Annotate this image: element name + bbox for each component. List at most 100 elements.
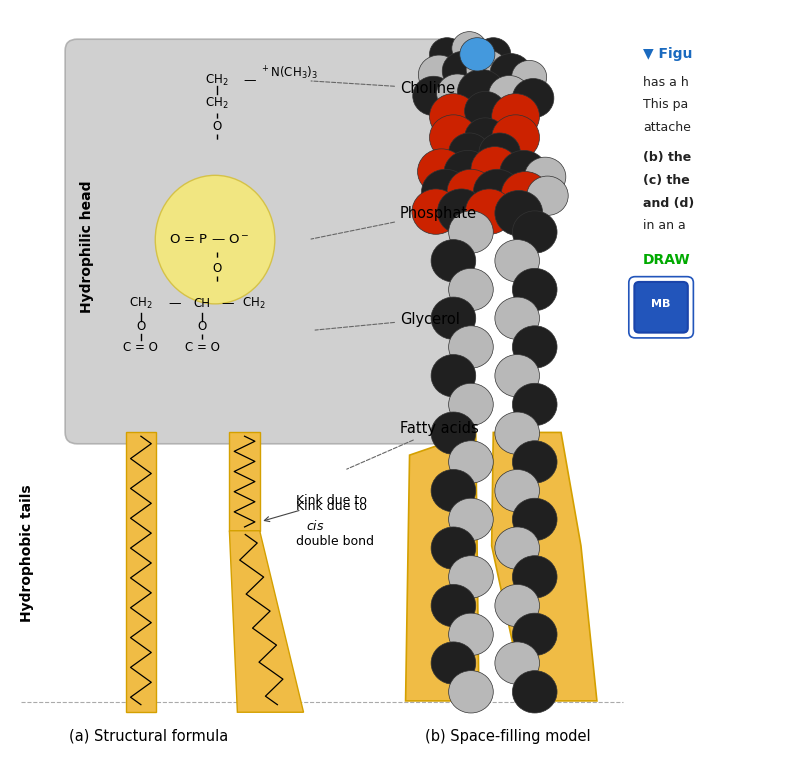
Circle shape [524, 157, 566, 197]
Text: O: O [212, 262, 222, 275]
Circle shape [438, 189, 486, 235]
Circle shape [460, 38, 495, 71]
Circle shape [449, 269, 494, 310]
Text: MB: MB [651, 299, 670, 309]
Circle shape [492, 93, 539, 139]
Text: CH$_2$: CH$_2$ [205, 73, 229, 88]
Text: O: O [198, 320, 207, 333]
Circle shape [513, 498, 557, 540]
Text: (c) the: (c) the [643, 174, 690, 187]
Circle shape [476, 38, 511, 71]
Circle shape [449, 211, 494, 254]
Circle shape [466, 189, 514, 235]
Circle shape [500, 150, 547, 196]
Circle shape [449, 383, 494, 426]
Circle shape [449, 498, 494, 540]
Text: —: — [222, 298, 234, 310]
Circle shape [495, 191, 542, 236]
Circle shape [444, 150, 492, 196]
Text: C = O: C = O [123, 342, 158, 354]
Circle shape [495, 584, 539, 627]
Circle shape [431, 412, 476, 455]
FancyBboxPatch shape [634, 282, 688, 332]
Text: CH: CH [194, 298, 210, 310]
Circle shape [495, 240, 539, 282]
Text: $^+$N(CH$_3$)$_3$: $^+$N(CH$_3$)$_3$ [261, 65, 318, 82]
Circle shape [513, 383, 557, 426]
Text: CH$_2$: CH$_2$ [205, 96, 229, 111]
Ellipse shape [155, 175, 275, 304]
Text: in an a: in an a [643, 219, 686, 232]
Text: O = P — O$^-$: O = P — O$^-$ [169, 233, 250, 246]
Text: has a h: has a h [643, 76, 689, 89]
Circle shape [431, 354, 476, 397]
Circle shape [495, 412, 539, 455]
Text: (a) Structural formula: (a) Structural formula [70, 729, 229, 744]
Circle shape [447, 169, 495, 215]
Text: —: — [244, 74, 256, 87]
Text: Hydrophobic tails: Hydrophobic tails [20, 484, 34, 622]
Text: Glycerol: Glycerol [315, 311, 460, 330]
Circle shape [465, 118, 506, 157]
Circle shape [513, 269, 557, 310]
Text: (b) the: (b) the [643, 152, 691, 165]
Circle shape [437, 74, 478, 113]
Text: DRAW: DRAW [643, 253, 690, 267]
Circle shape [449, 556, 494, 598]
Text: C = O: C = O [185, 342, 220, 354]
Circle shape [430, 93, 478, 139]
Circle shape [502, 172, 549, 217]
Circle shape [490, 54, 531, 93]
Circle shape [449, 326, 494, 368]
Circle shape [492, 115, 539, 160]
Ellipse shape [451, 109, 522, 154]
Circle shape [513, 441, 557, 483]
Circle shape [431, 642, 476, 685]
Circle shape [465, 91, 506, 131]
Circle shape [431, 584, 476, 627]
Circle shape [513, 326, 557, 368]
Circle shape [526, 176, 568, 216]
Circle shape [458, 70, 506, 115]
Text: Choline: Choline [311, 81, 455, 96]
Text: double bond: double bond [296, 534, 374, 547]
Text: Phosphate: Phosphate [311, 206, 477, 239]
Circle shape [413, 76, 454, 115]
Circle shape [466, 50, 508, 89]
Circle shape [495, 297, 539, 339]
Circle shape [452, 32, 487, 65]
Circle shape [513, 78, 554, 118]
Text: attache: attache [643, 121, 691, 134]
Polygon shape [230, 531, 303, 712]
Circle shape [449, 671, 494, 713]
Text: CH$_2$: CH$_2$ [129, 296, 153, 311]
Circle shape [495, 470, 539, 512]
Bar [230, 433, 260, 531]
Circle shape [513, 211, 557, 254]
Text: Kink due to: Kink due to [296, 500, 371, 514]
Text: and (d): and (d) [643, 197, 694, 209]
Polygon shape [406, 433, 479, 701]
Circle shape [474, 169, 521, 215]
Circle shape [513, 613, 557, 656]
Text: O: O [136, 320, 146, 333]
Text: ▼ Figu: ▼ Figu [643, 47, 693, 61]
Circle shape [431, 297, 476, 339]
Circle shape [430, 38, 465, 71]
Circle shape [449, 133, 490, 172]
Polygon shape [492, 433, 597, 701]
Circle shape [495, 527, 539, 569]
Bar [126, 433, 156, 712]
Text: Kink due to: Kink due to [264, 494, 371, 521]
Circle shape [431, 470, 476, 512]
Circle shape [422, 169, 470, 215]
Text: This pa: This pa [643, 99, 689, 112]
Circle shape [418, 55, 460, 94]
Text: $\it{cis}$: $\it{cis}$ [306, 518, 325, 533]
Circle shape [430, 115, 478, 160]
Circle shape [471, 146, 518, 192]
Circle shape [449, 613, 494, 656]
Circle shape [442, 52, 484, 90]
Circle shape [431, 527, 476, 569]
Circle shape [512, 61, 546, 93]
